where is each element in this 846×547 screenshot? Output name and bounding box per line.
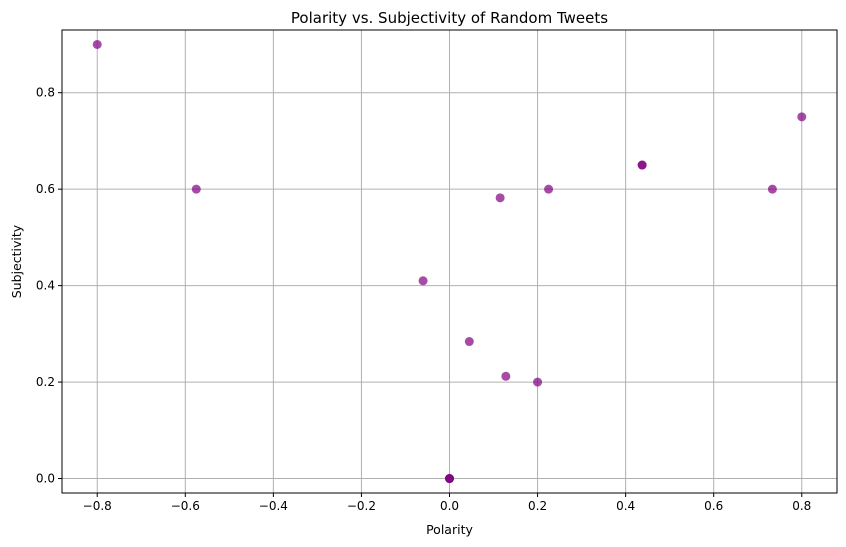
scatter-point (191, 184, 201, 194)
chart-title: Polarity vs. Subjectivity of Random Twee… (291, 9, 608, 27)
x-tick-label: 0.2 (528, 499, 547, 513)
x-tick-label: 0.6 (704, 499, 723, 513)
scatter-point (495, 193, 505, 203)
scatter-point (544, 184, 554, 194)
x-axis-ticks: −0.8 −0.6 −0.4 −0.2 0.0 0.2 0.4 0.6 0.8 (83, 493, 811, 513)
x-tick-label: 0.8 (792, 499, 811, 513)
x-tick-label: −0.6 (171, 499, 200, 513)
x-tick-label: −0.8 (83, 499, 112, 513)
x-tick-label: −0.4 (259, 499, 288, 513)
y-axis-label: Subjectivity (9, 224, 24, 298)
y-tick-label: 0.8 (36, 86, 55, 100)
x-tick-label: 0.0 (440, 499, 459, 513)
scatter-point (637, 160, 647, 170)
scatter-point (418, 276, 428, 286)
scatter-point (767, 184, 777, 194)
data-points (92, 39, 807, 484)
y-tick-label: 0.0 (36, 472, 55, 486)
grid-lines (62, 30, 837, 493)
x-tick-label: −0.2 (347, 499, 376, 513)
y-axis-ticks: 0.0 0.2 0.4 0.6 0.8 (36, 86, 62, 486)
scatter-point (533, 377, 543, 387)
scatter-point (797, 112, 807, 122)
y-tick-label: 0.4 (36, 279, 55, 293)
scatter-point (464, 337, 474, 347)
y-tick-label: 0.2 (36, 375, 55, 389)
scatter-point (445, 474, 454, 484)
scatter-point (92, 39, 102, 49)
x-tick-label: 0.4 (616, 499, 635, 513)
y-tick-label: 0.6 (36, 182, 55, 196)
scatter-point (501, 371, 511, 381)
x-axis-label: Polarity (426, 522, 473, 537)
